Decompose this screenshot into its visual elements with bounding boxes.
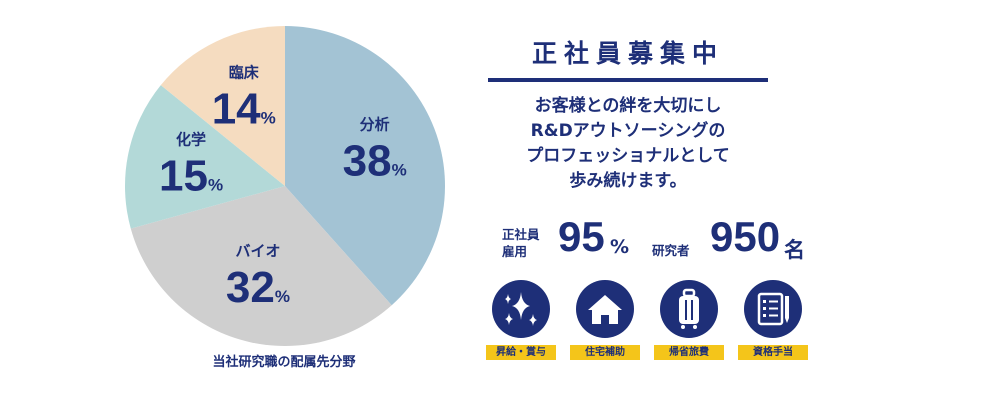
employment-label-line2: 雇用 [502,244,528,259]
pie-slice-analysis [285,26,445,306]
pie-slice-value: 15% [159,151,223,200]
checklist-icon [757,292,789,326]
pie-slice-chemistry [124,85,286,229]
title-underline [488,78,768,82]
suitcase-icon [679,288,699,329]
pie-slice-value: 14% [212,84,276,133]
researchers-label: 研究者 [652,243,690,258]
stats-row: 正社員 雇用 95 % 研究者 950 名 [486,210,805,270]
pie-slice-value: 38% [343,137,407,186]
message-line: 歩み続けます。 [569,171,687,191]
pie-slice-label: 臨床 [229,63,260,81]
benefit-travel: 帰省旅費 [654,280,724,364]
benefit-qualification: 資格手当 [738,280,808,364]
researchers-count-unit: 名 [784,238,805,262]
sparkle-icon [505,292,537,326]
benefits-row: 昇給・賞与 住宅補助 帰省旅費 [486,280,816,370]
message-line: R&Dアウトソーシングの [530,121,726,141]
pie-slice-clinical [160,26,285,186]
researchers-count-value: 950 [710,213,781,260]
pie-slices [124,26,445,346]
benefit-icon-circle [576,280,634,338]
employment-rate-unit: % [610,236,630,258]
pie-slice-bio [130,186,392,346]
benefit-icon-circle [660,280,718,338]
chart-caption: 当社研究職の配属先分野 [212,354,355,370]
pie-slice-value: 32% [226,263,290,312]
recruit-title: 正社員募集中 [531,39,724,68]
benefit-label: 帰省旅費 [654,345,724,360]
benefit-label: 資格手当 [738,345,808,360]
message-line: プロフェッショナルとして [526,146,730,166]
benefit-icon-circle [492,280,550,338]
employment-rate-value: 95 [558,213,605,260]
benefit-label: 昇給・賞与 [486,345,556,360]
employment-stat-label: 正社員 雇用 [502,226,540,260]
benefit-housing: 住宅補助 [570,280,640,364]
message-line: お客様との絆を大切にし [534,96,722,116]
house-icon [588,295,622,324]
benefit-label: 住宅補助 [570,345,640,360]
pie-labels: 分析 38% バイオ 32% 化学 15% 臨床 14% [159,63,407,312]
employment-label-line1: 正社員 [502,227,540,242]
company-message: お客様との絆を大切にし R&Dアウトソーシングの プロフェッショナルとして 歩み… [488,94,768,194]
pie-slice-label: 化学 [176,130,206,148]
benefit-raise-bonus: 昇給・賞与 [486,280,556,364]
pie-chart: 分析 38% バイオ 32% 化学 15% 臨床 14% 当社研究職の配属先分野 [124,26,445,370]
benefit-icon-circle [744,280,802,338]
pie-slice-label: 分析 [360,116,390,134]
pie-slice-label: バイオ [235,242,280,260]
